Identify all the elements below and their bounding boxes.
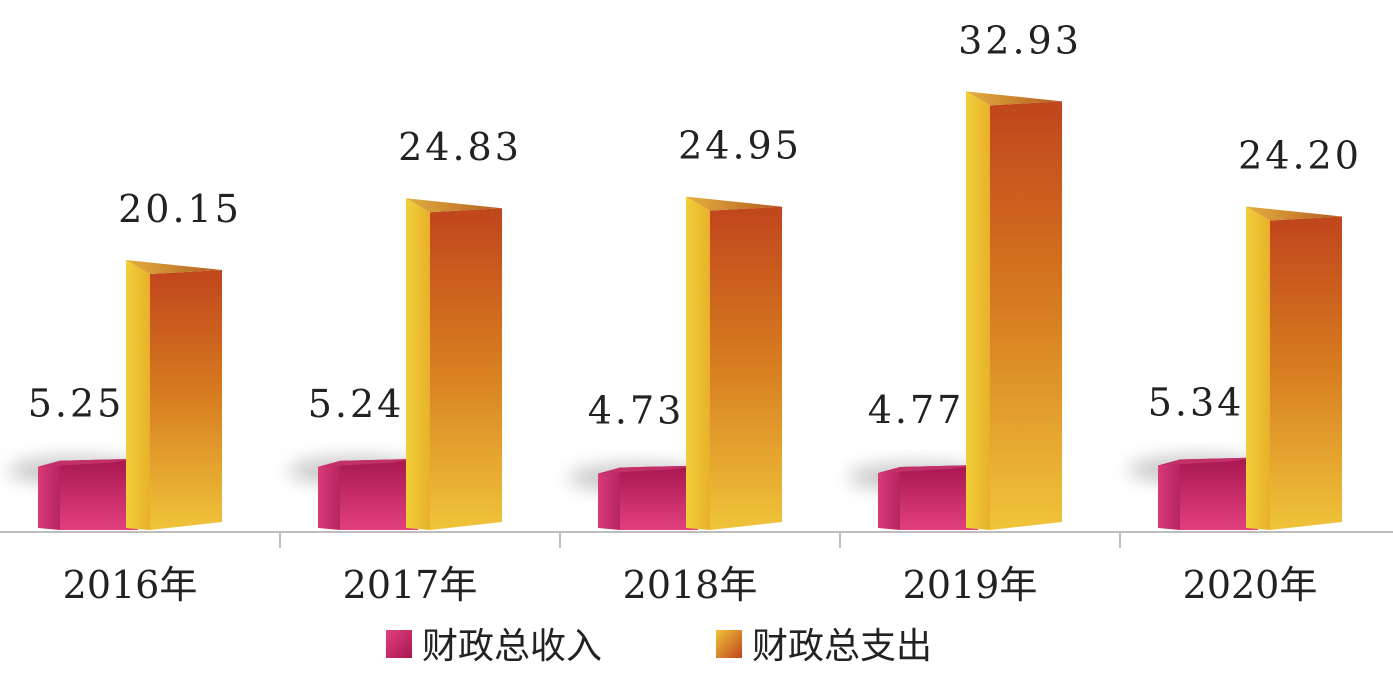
income-bar [38, 458, 138, 530]
expenditure-bar [686, 196, 782, 530]
legend-label-expenditure: 财政总支出 [752, 626, 932, 667]
expenditure-bar [406, 198, 502, 530]
x-tick-label: 2020年 [1183, 563, 1318, 607]
income-value-label: 5.34 [1148, 381, 1245, 425]
legend-swatch-expenditure [716, 630, 742, 658]
x-tick-label: 2017年 [343, 563, 478, 607]
income-bar [878, 465, 978, 530]
income-bar [318, 458, 418, 530]
expenditure-bar [126, 260, 222, 530]
legend-swatch-income [386, 630, 412, 658]
expenditure-value-label: 24.95 [678, 124, 802, 168]
legend-label-income: 财政总收入 [422, 626, 602, 667]
income-bar [1158, 457, 1258, 530]
x-tick-labels: 2016年 2017年 2018年 2019年 2020年 [63, 563, 1318, 607]
expenditure-value-label: 24.20 [1238, 134, 1362, 178]
income-value-label: 5.24 [308, 382, 405, 426]
x-axis [0, 531, 1393, 548]
expenditure-value-label: 24.83 [398, 125, 522, 169]
legend-item-expenditure: 财政总支出 [716, 626, 932, 667]
legend-item-income: 财政总收入 [386, 626, 602, 667]
x-tick-label: 2018年 [623, 563, 758, 607]
income-value-label: 4.73 [588, 389, 685, 433]
income-value-label: 5.25 [28, 382, 125, 426]
legend: 财政总收入 财政总支出 [386, 626, 932, 667]
data-labels: 5.25 20.15 5.24 24.83 4.73 24.95 4.77 32.93 5.34… [28, 18, 1362, 433]
x-tick-label: 2016年 [63, 563, 198, 607]
expenditure-bar [1246, 206, 1342, 530]
income-bar [598, 465, 698, 530]
expenditure-bar [966, 91, 1062, 530]
expenditure-value-label: 32.93 [958, 18, 1082, 62]
bars-layer [38, 91, 1342, 530]
x-tick-label: 2019年 [903, 563, 1038, 607]
expenditure-value-label: 20.15 [118, 187, 242, 231]
income-value-label: 4.77 [868, 388, 965, 432]
